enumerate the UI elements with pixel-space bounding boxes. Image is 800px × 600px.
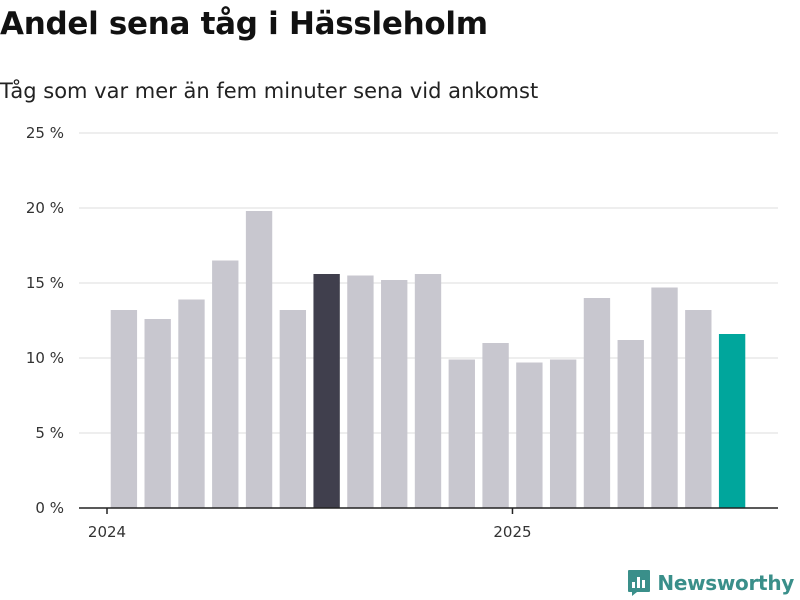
y-tick-label: 5 % [35, 424, 64, 442]
bar [212, 260, 239, 508]
bars [110, 211, 746, 508]
bar [685, 310, 712, 508]
bar [482, 343, 509, 508]
bar [144, 319, 171, 508]
bar [549, 359, 577, 508]
bar [279, 310, 307, 508]
y-tick-label: 20 % [26, 199, 64, 217]
y-tick-label: 25 % [26, 124, 64, 142]
x-axis: 2024 2025 [79, 507, 778, 541]
bar [245, 211, 273, 508]
y-tick-label: 15 % [26, 274, 64, 292]
newsworthy-logo-icon [628, 570, 651, 596]
bar [313, 274, 340, 508]
bar [617, 340, 644, 508]
chart-title: Andel sena tåg i Hässleholm [0, 6, 488, 42]
brand-logo: Newsworthy [627, 569, 794, 597]
bar [718, 334, 746, 508]
bar [414, 274, 442, 508]
x-tick-label: 2025 [493, 523, 531, 541]
bar [651, 287, 678, 508]
chart-subtitle: Tåg som var mer än fem minuter sena vid … [0, 79, 539, 103]
bar [178, 299, 205, 508]
x-tick-label: 2024 [88, 523, 126, 541]
bar [110, 310, 138, 508]
y-tick-label: 10 % [26, 349, 64, 367]
bar [381, 280, 408, 508]
y-axis-labels: 0 % 5 % 10 % 15 % 20 % 25 % [26, 124, 64, 517]
brand-name: Newsworthy [657, 571, 794, 595]
bar [448, 359, 475, 508]
bar [347, 275, 374, 508]
bar [583, 298, 611, 508]
bar [516, 362, 543, 508]
y-tick-label: 0 % [35, 499, 64, 517]
